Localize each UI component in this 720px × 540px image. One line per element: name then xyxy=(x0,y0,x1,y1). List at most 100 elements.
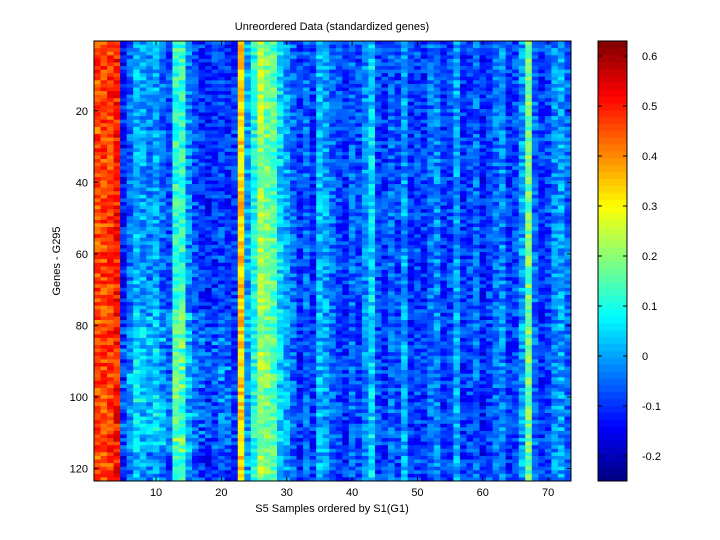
heatmap-cell xyxy=(303,87,311,92)
heatmap-cell xyxy=(525,166,533,171)
heatmap-cell xyxy=(263,176,271,181)
heatmap-cell xyxy=(401,227,409,231)
heatmap-cell xyxy=(205,198,213,203)
heatmap-cell xyxy=(492,269,500,274)
heatmap-cell xyxy=(133,159,141,164)
heatmap-cell xyxy=(178,269,186,274)
heatmap-cell xyxy=(192,137,199,142)
heatmap-cell xyxy=(518,62,526,67)
heatmap-cell xyxy=(172,126,180,131)
heatmap-cell xyxy=(446,277,454,282)
heatmap-cell xyxy=(557,87,565,92)
heatmap-cell xyxy=(113,112,121,117)
heatmap-cell xyxy=(250,119,258,124)
heatmap-cell xyxy=(198,255,206,260)
heatmap-cell xyxy=(309,176,317,181)
heatmap-cell xyxy=(394,144,402,149)
heatmap-cell xyxy=(244,55,252,60)
heatmap-cell xyxy=(250,66,258,71)
heatmap-cell xyxy=(94,123,101,128)
heatmap-cell xyxy=(165,105,173,110)
heatmap-cell xyxy=(479,130,487,135)
heatmap-cell xyxy=(459,173,467,178)
heatmap-cell xyxy=(113,151,121,156)
heatmap-cell xyxy=(178,248,186,253)
heatmap-cell xyxy=(388,62,395,67)
heatmap-cell xyxy=(316,119,324,124)
heatmap-cell xyxy=(472,173,480,178)
heatmap-cell xyxy=(407,148,415,153)
heatmap-cell xyxy=(224,126,232,131)
heatmap-cell xyxy=(335,273,343,278)
heatmap-cell xyxy=(342,55,350,60)
heatmap-cell xyxy=(551,191,559,196)
heatmap-cell xyxy=(368,44,376,49)
heatmap-cell xyxy=(192,180,199,185)
heatmap-cell xyxy=(290,76,297,81)
heatmap-cell xyxy=(446,266,454,271)
heatmap-cell xyxy=(440,66,448,71)
heatmap-cell xyxy=(512,51,520,56)
heatmap-cell xyxy=(368,166,376,171)
heatmap-cell xyxy=(466,144,474,149)
heatmap-cell xyxy=(126,234,134,239)
heatmap-cell xyxy=(348,112,356,117)
heatmap-cell xyxy=(564,69,572,74)
heatmap-cell xyxy=(381,41,389,45)
heatmap-cell xyxy=(224,184,232,189)
heatmap-cell xyxy=(348,223,356,228)
heatmap-cell xyxy=(381,176,389,181)
heatmap-cell xyxy=(525,130,533,135)
heatmap-cell xyxy=(394,162,402,167)
heatmap-cell xyxy=(355,169,363,174)
heatmap-cell xyxy=(185,144,193,149)
heatmap-cell xyxy=(544,169,552,174)
heatmap-cell xyxy=(152,101,160,106)
heatmap-cell xyxy=(329,112,337,117)
heatmap-cell xyxy=(329,237,337,242)
heatmap-cell xyxy=(374,55,382,60)
heatmap-cell xyxy=(303,159,311,164)
heatmap-cell xyxy=(113,259,121,264)
heatmap-cell xyxy=(486,51,493,56)
heatmap-cell xyxy=(466,94,474,99)
heatmap-cell xyxy=(414,280,422,285)
heatmap-cell xyxy=(401,98,409,103)
heatmap-cell xyxy=(505,159,513,164)
heatmap-cell xyxy=(479,151,487,156)
heatmap-cell xyxy=(94,155,101,160)
heatmap-cell xyxy=(557,98,565,103)
heatmap-cell xyxy=(224,119,232,124)
heatmap-cell xyxy=(564,76,572,81)
heatmap-cell xyxy=(538,280,546,285)
heatmap-cell xyxy=(361,83,369,88)
heatmap-cell xyxy=(257,284,265,289)
heatmap-cell xyxy=(218,248,226,253)
heatmap-cell xyxy=(231,259,239,264)
heatmap-cell xyxy=(472,98,480,103)
heatmap-cell xyxy=(388,180,395,185)
heatmap-cell xyxy=(205,277,213,282)
heatmap-cell xyxy=(178,144,186,149)
heatmap-cell xyxy=(466,273,474,278)
heatmap-cell xyxy=(472,159,480,164)
heatmap-cell xyxy=(172,134,180,138)
heatmap-cell xyxy=(120,205,128,210)
heatmap-cell xyxy=(479,101,487,106)
heatmap-cell xyxy=(459,134,467,138)
heatmap-cell xyxy=(224,180,232,185)
heatmap-cell xyxy=(414,112,422,117)
heatmap-cell xyxy=(459,223,467,228)
heatmap-cell xyxy=(472,280,480,285)
heatmap-cell xyxy=(472,219,480,224)
heatmap-cell xyxy=(427,48,435,53)
heatmap-cell xyxy=(355,248,363,253)
heatmap-cell xyxy=(205,166,213,171)
heatmap-cell xyxy=(394,173,402,178)
heatmap-cell xyxy=(342,80,350,85)
heatmap-cell xyxy=(205,108,213,113)
heatmap-cell xyxy=(218,144,226,149)
heatmap-cell xyxy=(146,58,154,63)
heatmap-cell xyxy=(139,201,147,206)
heatmap-cell xyxy=(133,219,141,224)
